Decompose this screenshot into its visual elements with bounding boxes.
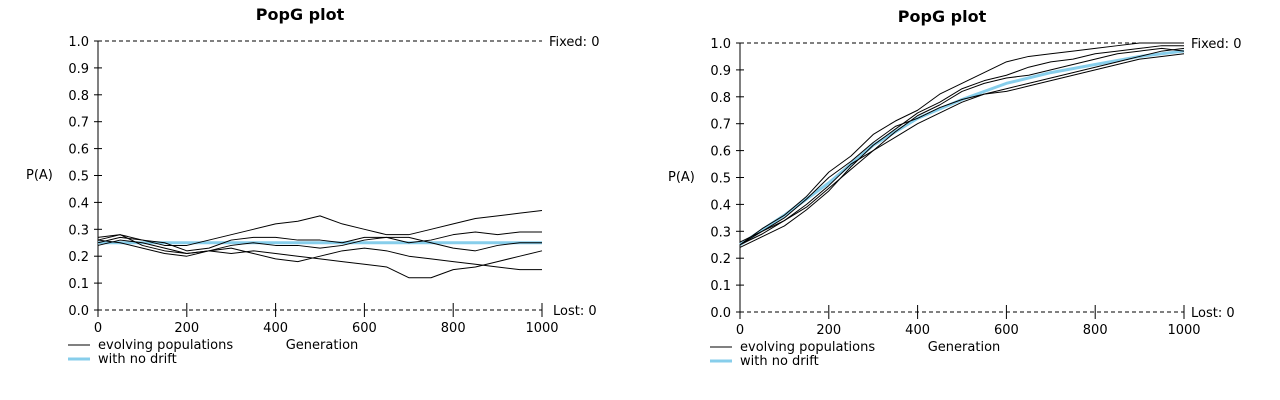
population-line-5 bbox=[97, 236, 542, 257]
y-tick-label: 0.8 bbox=[68, 89, 89, 104]
y-tick-label: 0.0 bbox=[710, 306, 731, 321]
x-tick-label: 200 bbox=[816, 323, 841, 338]
population-line-2 bbox=[97, 231, 542, 252]
y-tick-label: 0.4 bbox=[710, 198, 731, 213]
y-tick-label: 0.6 bbox=[68, 143, 89, 158]
x-tick-label: 400 bbox=[263, 321, 288, 336]
legend-label-populations: evolving populations bbox=[98, 338, 233, 353]
x-tick-label: 600 bbox=[352, 321, 377, 336]
population-line-1 bbox=[739, 42, 1184, 246]
y-tick-label: 0.9 bbox=[710, 64, 731, 79]
y-tick-label: 0.2 bbox=[68, 250, 89, 265]
population-line-4 bbox=[739, 53, 1185, 243]
x-tick-label: 1000 bbox=[525, 321, 558, 336]
lost-count-label: Lost: 0 bbox=[1191, 306, 1235, 321]
y-tick-label: 0.4 bbox=[68, 196, 89, 211]
population-line-3 bbox=[739, 47, 1185, 246]
y-axis-label: P(A) bbox=[26, 168, 53, 183]
population-line-4 bbox=[97, 234, 542, 271]
x-tick-label: 800 bbox=[441, 321, 466, 336]
y-tick-label: 0.7 bbox=[68, 116, 89, 131]
fixed-count-label: Fixed: 0 bbox=[1191, 37, 1241, 52]
y-tick-label: 0.3 bbox=[68, 223, 89, 238]
legend-label-no-drift: with no drift bbox=[740, 354, 819, 369]
population-line-2 bbox=[739, 45, 1184, 248]
chart-panel-2: PopG plot P(A) 0.0 0.1 0.2 0.3 0.4 0.5 0.6 0.7 0.8… bbox=[668, 7, 1241, 369]
chart-title: PopG plot bbox=[898, 7, 987, 26]
y-tick-label: 0.0 bbox=[68, 304, 89, 319]
no-drift-line bbox=[739, 49, 1185, 246]
y-tick-label: 0.6 bbox=[710, 145, 731, 160]
y-tick-label: 0.8 bbox=[710, 91, 731, 106]
legend-label-no-drift: with no drift bbox=[98, 352, 177, 367]
population-line-5 bbox=[739, 47, 1185, 246]
x-tick-label: 600 bbox=[994, 323, 1019, 338]
x-tick-label: 200 bbox=[174, 321, 199, 336]
y-tick-label: 0.7 bbox=[710, 118, 731, 133]
x-tick-label: 0 bbox=[736, 323, 744, 338]
y-tick-label: 0.9 bbox=[68, 62, 89, 77]
population-line-3 bbox=[97, 239, 543, 279]
x-tick-label: 0 bbox=[94, 321, 102, 336]
y-tick-label: 1.0 bbox=[710, 37, 731, 52]
legend-label-populations: evolving populations bbox=[740, 340, 875, 355]
y-tick-label: 0.2 bbox=[710, 252, 731, 267]
y-tick-label: 0.3 bbox=[710, 225, 731, 240]
y-tick-label: 0.1 bbox=[710, 279, 731, 294]
lost-count-label: Lost: 0 bbox=[553, 304, 597, 319]
y-tick-label: 0.5 bbox=[68, 170, 89, 185]
y-tick-label: 1.0 bbox=[68, 35, 89, 50]
x-axis-label: Generation bbox=[286, 338, 359, 353]
x-tick-label: 400 bbox=[905, 323, 930, 338]
y-axis-label: P(A) bbox=[668, 170, 695, 185]
y-tick-label: 0.1 bbox=[68, 277, 89, 292]
x-axis-label: Generation bbox=[928, 340, 1001, 355]
chart-panel-1: PopG plot P(A) 0.0 0.1 0.2 0.3 0.4 0.5 0.6 0.7 0.8… bbox=[26, 5, 599, 367]
fixed-count-label: Fixed: 0 bbox=[549, 35, 599, 50]
y-tick-label: 0.5 bbox=[710, 172, 731, 187]
x-tick-label: 800 bbox=[1083, 323, 1108, 338]
chart-title: PopG plot bbox=[256, 5, 345, 24]
x-tick-label: 1000 bbox=[1167, 323, 1200, 338]
